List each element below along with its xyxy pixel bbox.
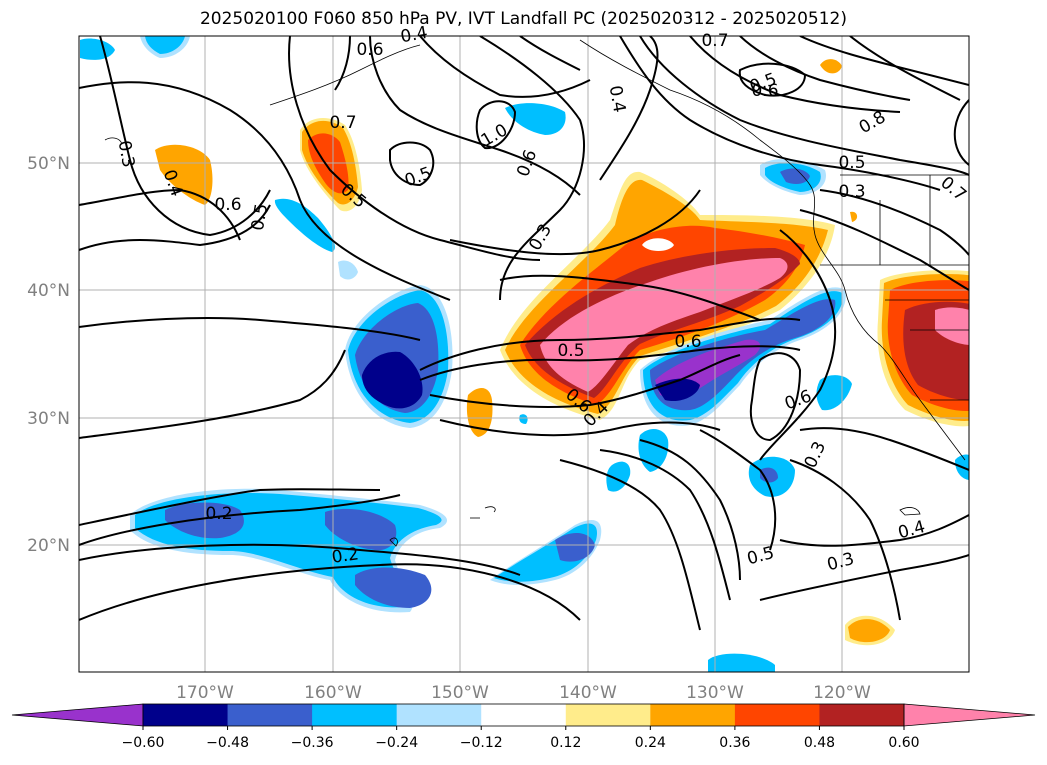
colorbar-extension-min [11,703,144,727]
colorbar-swatch [650,704,736,726]
contour-label: 0.4 [605,84,629,114]
lat-label: 20°N [27,536,70,556]
lon-label: 130°W [686,683,744,703]
contour-label: 0.7 [701,31,728,51]
colorbar-tick-label: −0.12 [460,735,503,751]
colorbar-tick-label: −0.24 [375,735,418,751]
latitude-labels: 50°N 40°N 30°N 20°N [27,154,70,556]
contour-label: 0.3 [114,139,138,169]
colorbar-extension-max [903,703,1036,727]
lat-label: 40°N [27,281,70,301]
ivt-shading [80,36,969,672]
colorbar-tick-label: 0.48 [804,735,835,751]
colorbar-tick-label: 0.60 [888,735,919,751]
contour-label: 0.3 [838,182,865,202]
contour-label: 0.5 [838,153,865,173]
colorbar-tick-label: −0.36 [291,735,334,751]
contour-label: 0.7 [329,113,356,133]
contour-label: 0.2 [331,544,361,568]
lon-label: 150°W [431,683,489,703]
map-gridlines [79,36,969,672]
colorbar-tick-label: 0.24 [635,735,666,751]
longitude-labels: 170°W 160°W 150°W 140°W 130°W 120°W [176,683,871,703]
colorbar-swatch [227,704,313,726]
colorbar-swatch [143,704,229,726]
colorbar-tick-label: 0.36 [719,735,750,751]
contour-label: 0.6 [751,81,778,101]
colorbar-tick-label: 0.12 [550,735,581,751]
lon-label: 170°W [176,683,234,703]
lat-label: 50°N [27,154,70,174]
contour-label: 0.6 [356,40,383,60]
colorbar-swatch [565,704,651,726]
colorbar: −0.60 −0.48 −0.36 −0.24 −0.12 0.12 0.24 0.36 0.4… [11,703,1036,751]
contour-label: 0.2 [205,504,232,524]
contour-label: 0.5 [248,202,272,232]
lon-label: 120°W [813,683,871,703]
map-title: 2025020100 F060 850 hPa PV, IVT Landfall… [199,9,847,29]
contour-label: 0.6 [214,195,241,215]
pv-contours [79,36,969,631]
colorbar-swatch [312,704,398,726]
colorbar-frame [142,703,905,727]
contour-label: 0.5 [557,341,584,361]
lat-label: 30°N [27,409,70,429]
contour-label: 0.4 [399,23,429,47]
colorbar-tick-label: −0.48 [206,735,249,751]
contour-label: 0.6 [674,332,701,352]
colorbar-swatch [481,704,567,726]
colorbar-tick-label: −0.60 [122,735,165,751]
colorbar-swatch [819,704,905,726]
map-frame [78,35,970,673]
colorbar-swatch [734,704,820,726]
lon-label: 140°W [559,683,617,703]
lon-label: 160°W [304,683,362,703]
colorbar-swatch [396,704,482,726]
